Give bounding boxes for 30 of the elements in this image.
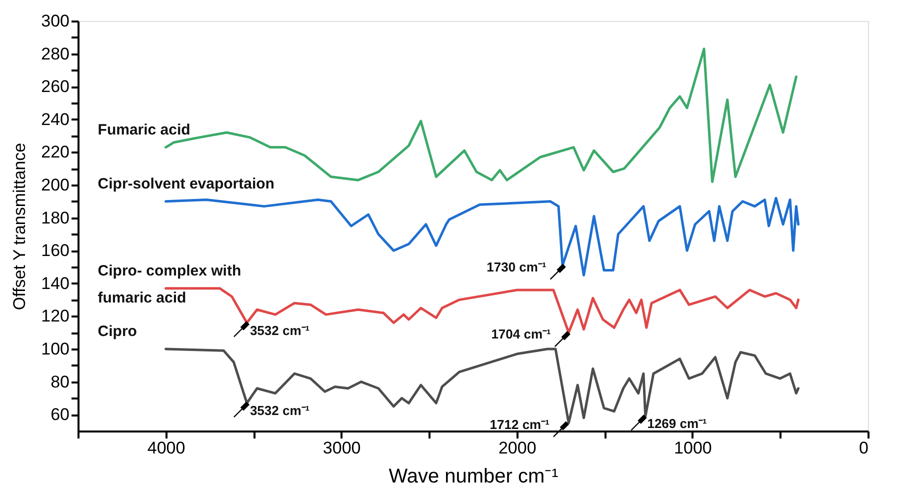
- y-tick-label: 220: [41, 142, 70, 162]
- annotation: 3532 cm⁻¹: [250, 403, 310, 418]
- series-label: Fumaric acid: [98, 121, 190, 138]
- y-axis-title: Offset Y transmittance: [10, 142, 30, 310]
- series-label: Cipro- complex with fumaric acid: [98, 262, 242, 306]
- x-tick-label: 2000: [498, 438, 536, 458]
- y-tick-label: 180: [41, 208, 70, 228]
- x-tick-label: 0: [859, 438, 868, 458]
- y-tick-label: 160: [41, 241, 70, 260]
- annotation: 3532 cm⁻¹: [250, 322, 310, 338]
- text: Cipro: [98, 323, 137, 340]
- y-tick-label: 240: [41, 110, 70, 129]
- y-tick-label: 80: [50, 372, 70, 392]
- annotation: 1730 cm⁻¹: [486, 259, 546, 274]
- x-axis-title: Wave number cm⁻¹: [388, 466, 559, 488]
- annotation: 1704 cm⁻¹: [491, 326, 551, 342]
- annotation: 1712 cm⁻¹: [490, 416, 550, 432]
- x-tick-label: 3000: [322, 438, 361, 458]
- annotation: 1269 cm⁻¹: [647, 416, 707, 432]
- y-tick-label: 120: [41, 306, 70, 326]
- y-tick-label: 280: [41, 44, 70, 64]
- y-tick-label: 60: [50, 405, 70, 424]
- y-tick-label: 260: [41, 77, 70, 96]
- y-tick-label: 100: [41, 340, 70, 358]
- y-tick-label: 300: [41, 12, 70, 30]
- x-tick-label: 1000: [674, 438, 712, 458]
- series-label: Cipr-solvent evaportaion: [98, 175, 274, 192]
- y-tick-label: 140: [41, 274, 70, 293]
- y-tick-label: 200: [41, 176, 70, 194]
- x-tick-label: 4000: [147, 438, 186, 458]
